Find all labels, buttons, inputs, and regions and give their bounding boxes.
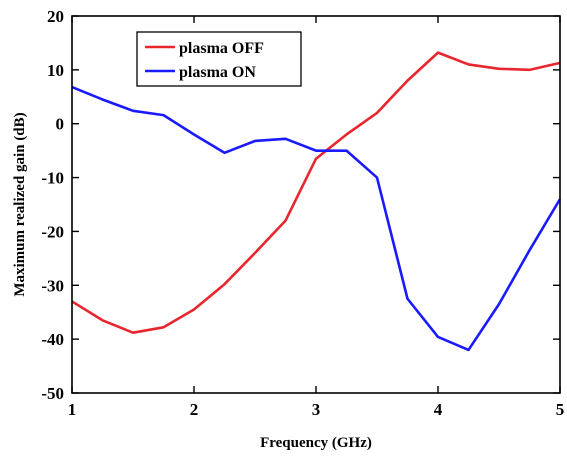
y-tick-label: -30	[41, 276, 64, 295]
series-line-plasma-off	[71, 51, 561, 334]
x-tick-label: 4	[434, 400, 443, 419]
legend-box	[136, 31, 302, 87]
x-tick-label: 1	[68, 400, 77, 419]
x-tick-label: 2	[190, 400, 199, 419]
y-tick-label: -40	[41, 330, 64, 349]
series-line-plasma-on	[71, 85, 562, 352]
y-tick-label: 10	[47, 61, 64, 80]
y-tick-label: -10	[41, 169, 64, 188]
y-tick-label: -50	[41, 384, 64, 403]
legend-label-plasma-off: plasma OFF	[179, 40, 264, 57]
ticks-layer: 1 2 3 4 5 -50 -40 -30 -20 -10 0 10 20	[41, 7, 564, 419]
series-layer	[71, 51, 562, 352]
legend-label-plasma-on: plasma ON	[179, 64, 256, 81]
x-axis-label: Frequency (GHz)	[260, 435, 372, 451]
x-tick-label: 3	[312, 400, 321, 419]
y-tick-label: -20	[41, 222, 64, 241]
legend: plasma OFF plasma ON	[136, 31, 302, 87]
y-tick-label: 20	[47, 7, 64, 26]
x-tick-label: 5	[556, 400, 565, 419]
y-axis-label: Maximum realized gain (dB)	[12, 112, 28, 296]
y-tick-label: 0	[56, 115, 65, 134]
